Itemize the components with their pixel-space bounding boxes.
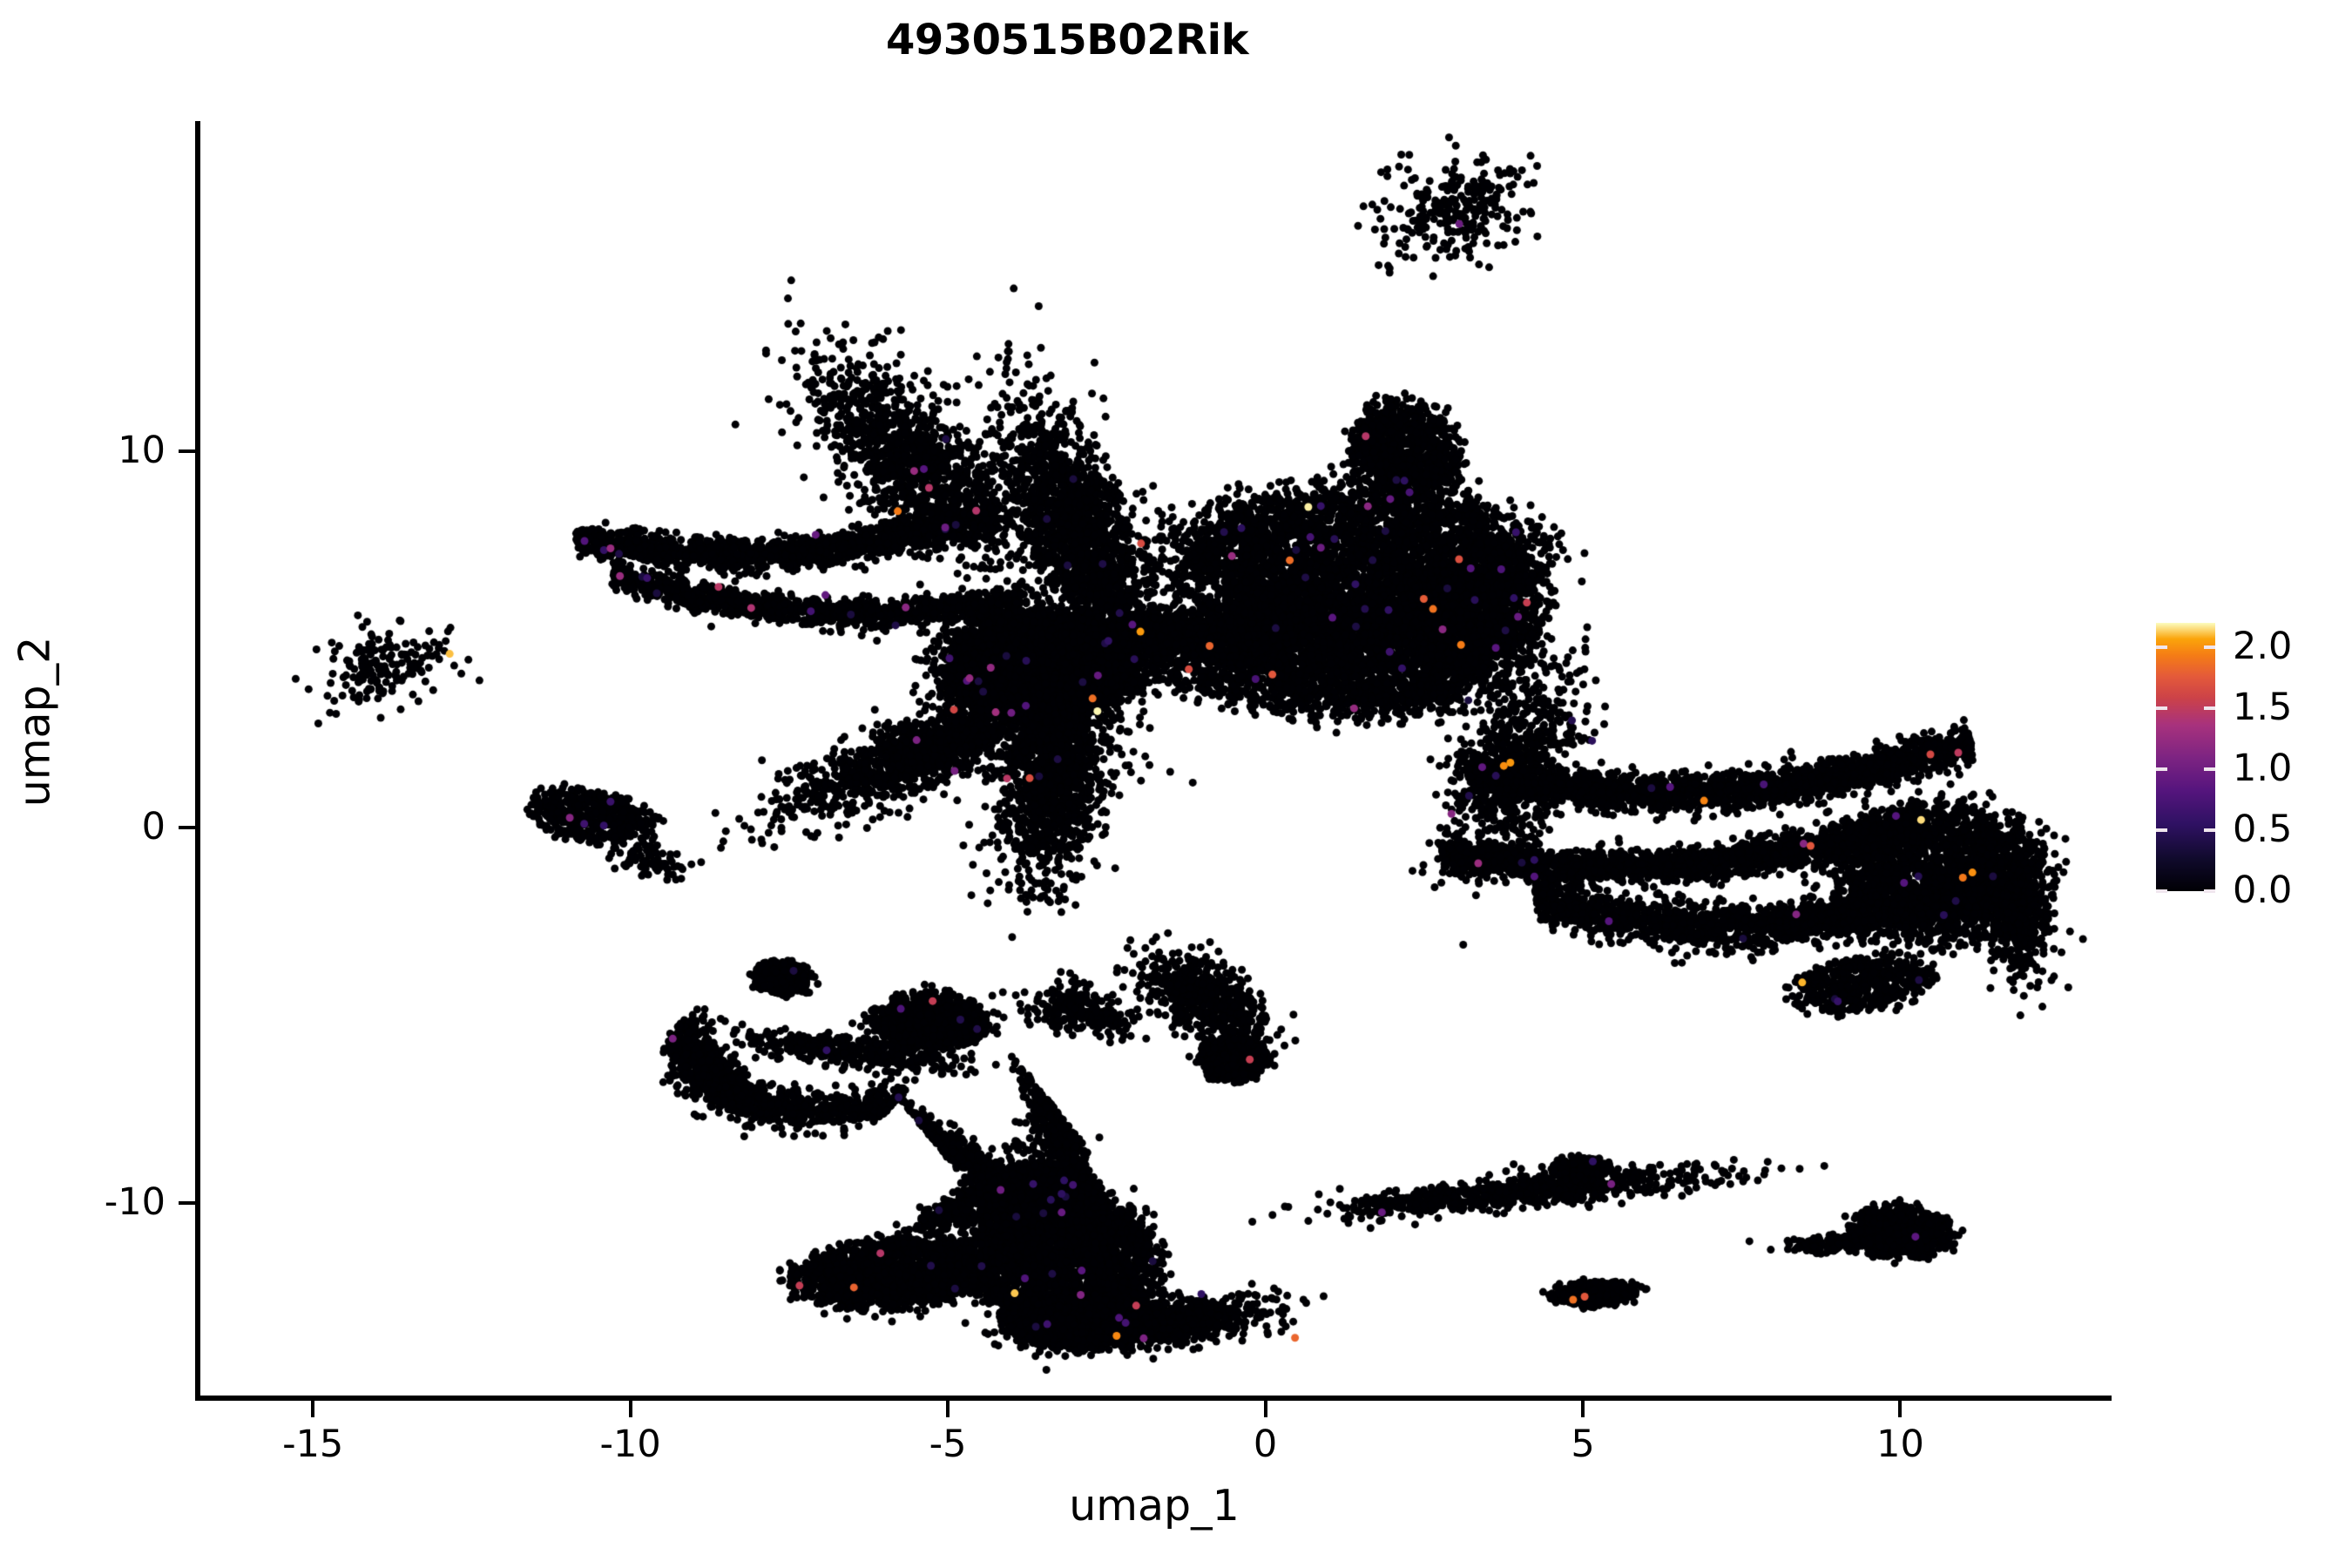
colorbar-tick-mark (2204, 828, 2215, 832)
y-tick-mark (179, 1200, 196, 1205)
x-tick-mark (311, 1401, 315, 1417)
colorbar-tick-label: 0.5 (2233, 808, 2293, 851)
y-axis-label: umap_2 (10, 636, 60, 808)
x-tick-mark (628, 1401, 632, 1417)
x-tick-mark (1898, 1401, 1903, 1417)
x-tick-mark (1263, 1401, 1267, 1417)
colorbar-tick-mark (2156, 828, 2167, 832)
colorbar-tick-label: 0.0 (2233, 868, 2293, 912)
colorbar-tick-mark (2204, 706, 2215, 710)
colorbar-tick-mark (2156, 889, 2167, 893)
x-tick-label: -10 (599, 1423, 661, 1466)
colorbar-tick-mark (2204, 645, 2215, 649)
y-tick-label: 10 (118, 429, 166, 473)
x-tick-label: 5 (1571, 1423, 1595, 1466)
x-tick-mark (946, 1401, 950, 1417)
colorbar-tick-mark (2156, 645, 2167, 649)
colorbar-gradient (2156, 623, 2215, 891)
scatter-points-canvas (199, 121, 2110, 1398)
x-axis-spine (195, 1396, 2112, 1401)
x-tick-label: -5 (929, 1423, 967, 1466)
colorbar-tick-mark (2156, 767, 2167, 771)
page-title: 4930515B02Rik (885, 16, 1249, 64)
x-tick-mark (1581, 1401, 1585, 1417)
colorbar-tick-mark (2204, 767, 2215, 771)
y-tick-mark (179, 825, 196, 829)
x-axis-label: umap_1 (1069, 1481, 1240, 1531)
x-tick-label: 10 (1876, 1423, 1924, 1466)
y-axis-spine (195, 121, 200, 1401)
plot-area (199, 121, 2110, 1398)
colorbar-tick-label: 1.5 (2233, 686, 2293, 729)
x-tick-label: 0 (1253, 1423, 1278, 1466)
colorbar-tick-label: 1.0 (2233, 747, 2293, 790)
colorbar-tick-label: 2.0 (2233, 625, 2293, 668)
y-tick-label: -10 (104, 1179, 166, 1224)
colorbar-tick-mark (2204, 889, 2215, 893)
colorbar-tick-mark (2156, 706, 2167, 710)
x-tick-label: -15 (282, 1423, 344, 1466)
y-tick-label: 0 (141, 804, 166, 848)
y-tick-mark (179, 449, 196, 454)
colorbar (2156, 623, 2215, 893)
